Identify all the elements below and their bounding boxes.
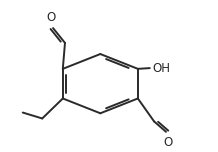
Text: OH: OH [152,62,170,75]
Text: O: O [164,135,173,149]
Text: O: O [46,11,56,24]
